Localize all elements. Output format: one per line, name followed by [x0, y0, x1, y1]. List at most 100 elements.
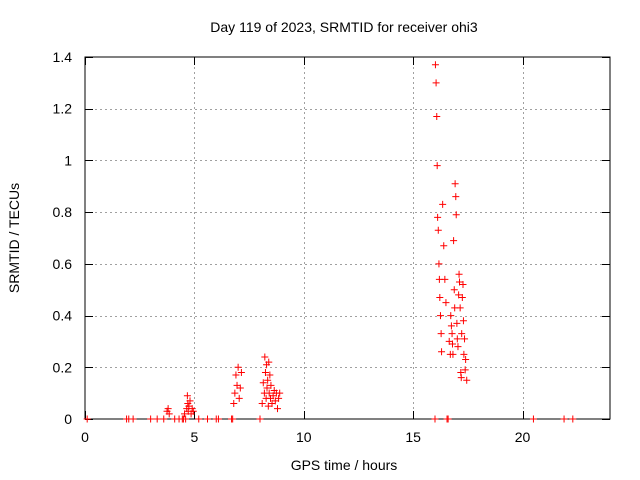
data-point	[462, 356, 470, 364]
data-point	[449, 340, 456, 348]
data-point	[441, 275, 449, 283]
data-point	[214, 415, 222, 423]
grid-lines	[85, 57, 610, 419]
data-point	[431, 415, 439, 423]
data-point	[204, 415, 211, 423]
data-point	[258, 399, 266, 407]
data-point	[129, 415, 137, 423]
data-point	[195, 415, 203, 423]
data-point	[449, 350, 457, 358]
data-point	[435, 260, 443, 268]
data-point	[452, 211, 460, 219]
data-point	[275, 394, 283, 402]
data-point	[153, 415, 161, 423]
data-point	[256, 415, 264, 423]
data-point	[231, 389, 239, 397]
y-tick-label: 1	[64, 152, 72, 168]
data-point	[147, 415, 155, 423]
data-point	[458, 330, 466, 338]
data-point	[264, 402, 272, 410]
data-point	[444, 415, 452, 423]
data-point	[461, 335, 469, 343]
data-point	[458, 293, 466, 301]
data-point	[267, 381, 275, 389]
data-point	[451, 180, 459, 188]
data-point	[461, 366, 469, 374]
data-point	[455, 291, 463, 299]
data-point	[432, 79, 440, 87]
data-point	[447, 312, 455, 320]
data-point	[453, 335, 461, 343]
data-point	[436, 293, 444, 301]
data-point	[83, 415, 91, 423]
data-point	[436, 312, 444, 320]
data-point	[456, 304, 464, 312]
data-point	[433, 112, 441, 120]
x-tick-label: 20	[515, 429, 531, 445]
y-tick-label: 0.4	[53, 308, 73, 324]
data-point	[274, 405, 281, 413]
data-point	[450, 286, 458, 294]
data-point	[181, 410, 189, 418]
data-point	[186, 397, 194, 405]
y-tick-label: 1.2	[53, 101, 73, 117]
data-point	[569, 415, 577, 423]
data-point	[265, 358, 273, 366]
data-point	[230, 399, 238, 407]
data-point	[529, 415, 537, 423]
data-point	[455, 270, 463, 278]
data-point	[237, 368, 245, 376]
x-axis-label: GPS time / hours	[291, 457, 398, 473]
data-point	[437, 330, 445, 338]
data-point	[457, 374, 465, 382]
data-point	[232, 371, 240, 379]
data-point	[183, 392, 191, 400]
data-point	[259, 379, 267, 387]
data-point	[440, 242, 448, 250]
data-point	[229, 415, 237, 423]
y-axis-label: SRMTID / TECUs	[6, 183, 22, 293]
x-tick-label: 0	[81, 429, 89, 445]
data-point	[266, 371, 274, 379]
data-point	[560, 415, 568, 423]
data-point	[235, 394, 243, 402]
data-point	[454, 343, 462, 351]
data-point	[450, 237, 458, 245]
data-point	[452, 193, 460, 201]
data-point	[265, 389, 273, 397]
y-tick-label: 0.6	[53, 256, 73, 272]
data-point	[234, 363, 242, 371]
data-point	[264, 376, 272, 384]
y-axis: 0 0.2 0.4 0.6 0.8 1 1.2 1.4	[53, 49, 610, 427]
chart-title: Day 119 of 2023, SRMTID for receiver ohi…	[210, 19, 478, 35]
data-points	[83, 61, 577, 423]
data-point	[160, 415, 168, 423]
data-point	[261, 353, 269, 361]
y-tick-label: 0.8	[53, 204, 73, 220]
y-tick-label: 0.2	[53, 359, 73, 375]
data-point	[434, 226, 442, 234]
data-point	[182, 415, 190, 423]
data-point	[459, 281, 467, 289]
x-tick-label: 5	[190, 429, 198, 445]
data-point	[164, 405, 172, 413]
data-point	[438, 348, 446, 356]
data-point	[433, 162, 441, 170]
data-point	[263, 384, 271, 392]
data-point	[447, 322, 455, 330]
data-point	[439, 200, 447, 208]
x-tick-label: 15	[405, 429, 421, 445]
data-point	[165, 410, 173, 418]
data-point	[459, 317, 467, 325]
data-point	[460, 350, 468, 358]
x-tick-label: 10	[296, 429, 312, 445]
data-point	[236, 384, 244, 392]
data-point	[442, 299, 450, 307]
data-point	[463, 376, 471, 384]
data-point	[261, 368, 269, 376]
data-point	[453, 319, 461, 327]
data-point	[189, 407, 197, 415]
x-axis: 0 5 10 15 20	[81, 57, 530, 445]
data-point	[276, 389, 284, 397]
